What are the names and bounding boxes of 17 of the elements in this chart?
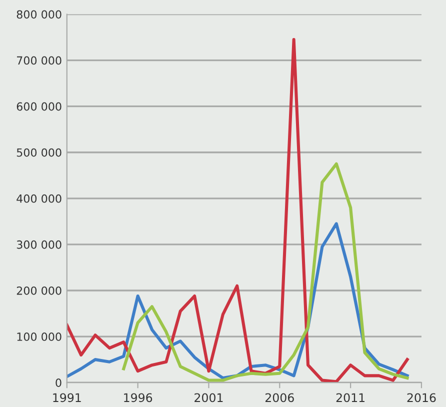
x-tick-label: 2016 [407,393,436,402]
x-tick-label: 2011 [336,393,364,402]
y-tick-label: 100 000 [17,332,62,341]
x-tick-label: 1996 [124,393,152,402]
line-series [66,38,409,383]
y-tick-label: 500 000 [16,148,62,157]
x-tick-label: 1991 [53,393,81,402]
line-series [122,162,409,382]
y-tick-label: 400 000 [16,194,62,203]
y-tick-label: 600 000 [16,102,62,111]
x-tick-label: 2001 [194,393,223,402]
y-tick-label: 700 000 [17,56,62,65]
y-tick-label: 0 [56,378,62,387]
y-tick-label: 800 000 [16,10,62,19]
y-tick-label: 200 000 [16,286,62,295]
x-tick-label: 2006 [265,393,294,402]
y-tick-label: 300 000 [16,240,62,249]
